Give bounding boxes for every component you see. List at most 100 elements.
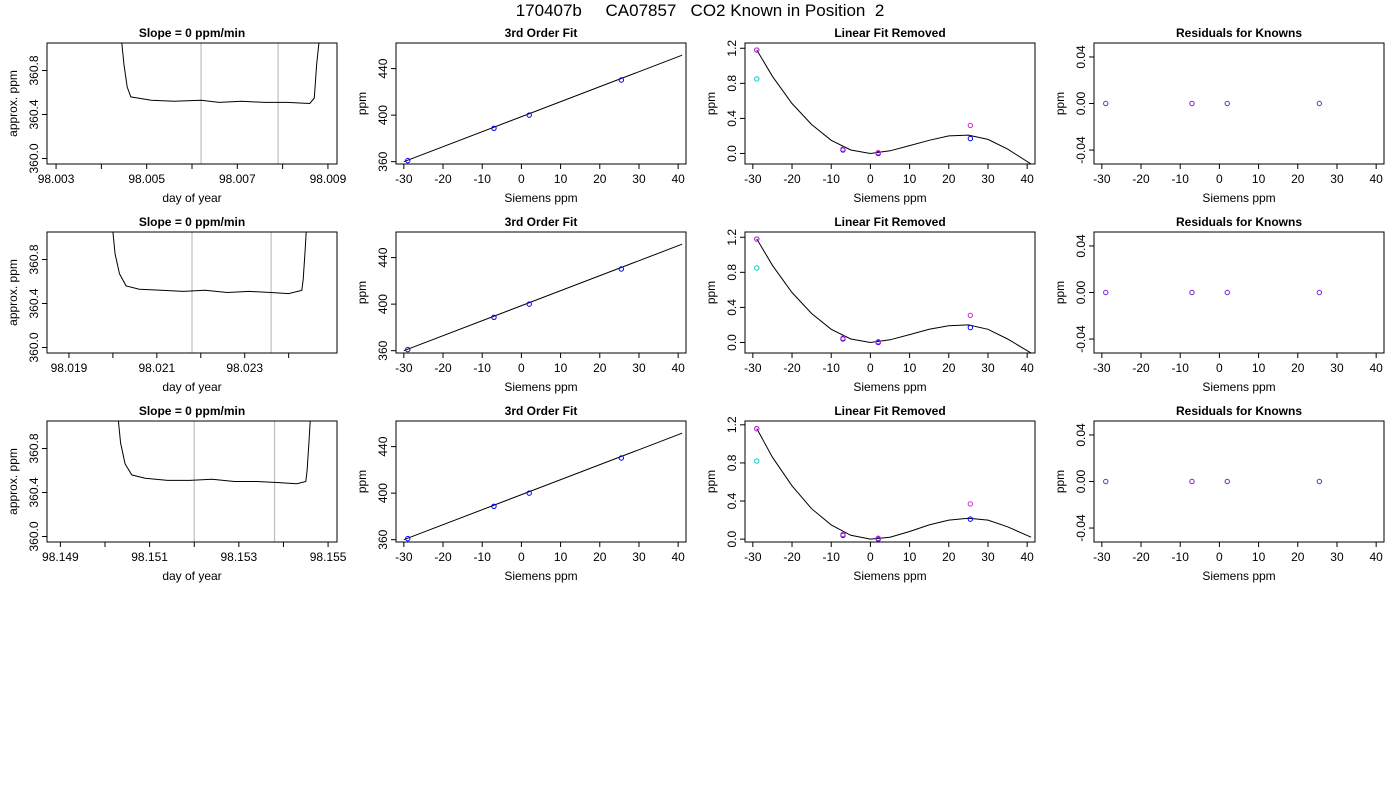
x-tick-label: 40 (1369, 172, 1383, 186)
x-tick-label: 10 (903, 361, 917, 375)
data-point (405, 346, 411, 353)
data-point (754, 458, 760, 464)
y-tick-label: 0.00 (1074, 280, 1088, 304)
y-tick-label: 360.4 (27, 288, 41, 318)
x-tick-label: 20 (593, 172, 607, 186)
y-tick-label: 440 (376, 247, 390, 267)
plot-area (1103, 100, 1323, 107)
panel-title: 3rd Order Fit (505, 404, 578, 418)
y-tick-label: 360.4 (27, 99, 41, 129)
x-axis-label: day of year (162, 569, 221, 583)
data-point (526, 490, 532, 496)
plot-area (1103, 289, 1323, 296)
y-tick-label: 400 (376, 294, 390, 314)
y-tick-label: 360.4 (27, 477, 41, 507)
panel-fit-row-1: 3rd Order Fit -30 -20 -10 0 10 20 30 40 360 400 440… (355, 26, 687, 205)
x-tick-label: 10 (554, 172, 568, 186)
data-point (1103, 100, 1109, 107)
y-axis-label: ppm (355, 470, 369, 493)
x-tick-label: 98.153 (220, 550, 257, 564)
y-tick-label: 0.0 (725, 145, 739, 162)
x-tick-label: 20 (942, 550, 956, 564)
x-tick-label: 98.021 (138, 361, 175, 375)
panel-title: Residuals for Knowns (1176, 215, 1302, 229)
data-point (967, 312, 974, 318)
data-point (491, 125, 497, 131)
panel-title: Linear Fit Removed (834, 404, 945, 418)
x-tick-label: -10 (823, 550, 841, 564)
plot-area (1103, 478, 1323, 485)
y-tick-label: 0.8 (725, 75, 739, 92)
data-point (1316, 478, 1323, 485)
page-title: 170407b CA07857 CO2 Known in Position 2 (515, 1, 885, 20)
plot-area (754, 425, 1032, 542)
x-tick-label: 10 (903, 172, 917, 186)
data-point (840, 335, 846, 341)
data-point (526, 301, 532, 307)
x-tick-label: 0 (1216, 550, 1223, 564)
data-point (967, 516, 974, 522)
x-tick-label: -30 (395, 361, 413, 375)
ppm-trace-line (112, 232, 307, 295)
x-tick-label: 98.007 (219, 172, 256, 186)
x-tick-label: 30 (632, 172, 646, 186)
panel-title: Residuals for Knowns (1176, 404, 1302, 418)
data-point (875, 535, 881, 541)
x-tick-label: 40 (671, 361, 685, 375)
x-tick-label: 20 (942, 172, 956, 186)
x-tick-label: 40 (1369, 550, 1383, 564)
panel-timeseries-row-3: Slope = 0 ppm/min 98.149 98.151 98.153 98.15… (6, 404, 347, 583)
x-tick-label: -30 (1093, 361, 1111, 375)
y-tick-label: 440 (376, 58, 390, 78)
x-axis-label: Siemens ppm (853, 569, 926, 583)
x-tick-label: -20 (434, 172, 452, 186)
y-axis-label: ppm (1053, 470, 1067, 493)
y-tick-label: 0.4 (725, 110, 739, 127)
x-tick-label: -20 (783, 172, 801, 186)
y-tick-label: -0.04 (1074, 136, 1088, 164)
x-tick-label: -20 (783, 361, 801, 375)
panel-title: Residuals for Knowns (1176, 26, 1302, 40)
x-tick-label: 10 (903, 550, 917, 564)
x-tick-label: -20 (434, 550, 452, 564)
plot-frame (395, 42, 687, 165)
data-point (1224, 100, 1230, 107)
fit-line (403, 432, 683, 541)
x-tick-label: 0 (518, 361, 525, 375)
plot-area (403, 243, 683, 353)
data-point (754, 265, 760, 271)
y-tick-label: 0.4 (725, 299, 739, 316)
panel-title: 3rd Order Fit (505, 26, 578, 40)
plot-frame (1093, 420, 1385, 543)
panel-fit-row-2: 3rd Order Fit -30 -20 -10 0 10 20 30 40 360 400 440… (355, 215, 687, 394)
data-point (405, 535, 411, 542)
data-point (1224, 289, 1230, 296)
y-tick-label: 0.04 (1074, 423, 1088, 447)
data-point (1103, 289, 1109, 296)
x-axis-label: Siemens ppm (504, 191, 577, 205)
data-point (618, 266, 625, 272)
y-tick-label: 360 (376, 151, 390, 171)
x-tick-label: 30 (1330, 361, 1344, 375)
x-tick-label: -20 (1132, 550, 1150, 564)
x-tick-label: 98.149 (42, 550, 79, 564)
x-tick-label: -30 (395, 172, 413, 186)
plot-frame (1093, 231, 1385, 354)
x-tick-label: 98.009 (310, 172, 347, 186)
x-tick-label: 98.019 (51, 361, 88, 375)
x-tick-label: -30 (1093, 550, 1111, 564)
plot-frame (744, 420, 1036, 543)
y-axis-label: ppm (1053, 92, 1067, 115)
y-tick-label: 360.0 (27, 332, 41, 362)
y-tick-label: 360.8 (27, 433, 41, 463)
x-tick-label: 10 (1252, 172, 1266, 186)
x-tick-label: 30 (632, 550, 646, 564)
y-tick-label: 1.2 (725, 229, 739, 246)
x-tick-label: 0 (867, 361, 874, 375)
x-tick-label: 0 (518, 172, 525, 186)
data-point (754, 236, 760, 242)
x-tick-label: 40 (1020, 361, 1034, 375)
x-tick-label: 10 (1252, 361, 1266, 375)
x-tick-label: 10 (1252, 550, 1266, 564)
